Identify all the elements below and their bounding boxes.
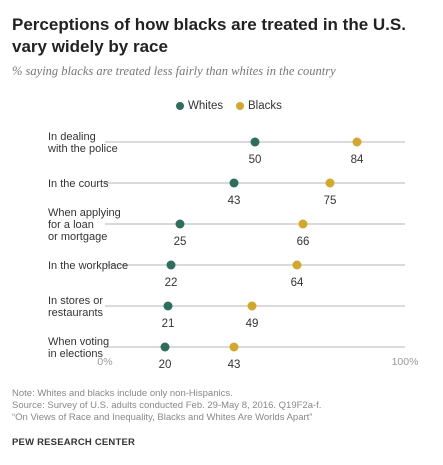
category-label: In dealing [48, 131, 96, 143]
data-point-whites [229, 178, 239, 188]
category-label: with the police [47, 143, 118, 155]
category-label: restaurants [48, 307, 104, 319]
data-label-blacks: 84 [351, 154, 364, 166]
data-point-whites [250, 137, 260, 147]
data-point-blacks [325, 178, 335, 188]
category-label: or mortgage [48, 231, 107, 243]
data-label-whites: 20 [159, 359, 172, 371]
legend-item-whites: Whites [176, 100, 223, 112]
legend-label-whites: Whites [188, 100, 224, 112]
data-point-blacks [292, 260, 302, 270]
data-label-whites: 21 [162, 318, 175, 330]
data-label-whites: 22 [165, 277, 178, 289]
legend-label-blacks: Blacks [248, 100, 282, 112]
legend-dot-blacks [236, 102, 244, 110]
legend-dot-whites [176, 102, 184, 110]
data-label-blacks: 64 [291, 277, 304, 289]
data-label-whites: 50 [249, 154, 262, 166]
chart-notes: Note: Whites and blacks include only non… [12, 388, 437, 424]
data-label-blacks: 49 [246, 318, 259, 330]
category-label: When voting [48, 336, 109, 348]
category-label: for a loan [48, 219, 94, 231]
category-label: In stores or [48, 295, 103, 307]
data-point-whites [160, 342, 170, 352]
data-point-whites [163, 301, 173, 311]
data-point-blacks [247, 301, 257, 311]
category-label: In the workplace [48, 260, 128, 272]
category-label: In the courts [48, 178, 109, 190]
category-label: When applying [48, 207, 121, 219]
axis-tick-label: 0% [97, 356, 112, 368]
chart-title: Perceptions of how blacks are treated in… [12, 15, 406, 56]
chart-subtitle: % saying blacks are treated less fairly … [12, 64, 336, 78]
data-label-blacks: 75 [324, 195, 337, 207]
legend-item-blacks: Blacks [236, 100, 282, 112]
data-label-whites: 25 [174, 236, 187, 248]
source-organization: PEW RESEARCH CENTER [12, 437, 136, 448]
data-point-whites [166, 260, 176, 270]
data-point-whites [175, 219, 185, 229]
note-line: Note: Whites and blacks include only non… [12, 388, 233, 399]
data-point-blacks [298, 219, 308, 229]
source-line: Source: Survey of U.S. adults conducted … [12, 400, 322, 411]
report-title-line: “On Views of Race and Inequality, Blacks… [12, 412, 313, 423]
data-label-blacks: 43 [228, 359, 241, 371]
data-label-whites: 43 [228, 195, 241, 207]
category-label: in elections [48, 348, 104, 360]
legend: Whites Blacks [0, 100, 443, 118]
data-label-blacks: 66 [297, 236, 310, 248]
data-point-blacks [229, 342, 239, 352]
data-point-blacks [352, 137, 362, 147]
axis-tick-label: 100% [392, 356, 419, 368]
